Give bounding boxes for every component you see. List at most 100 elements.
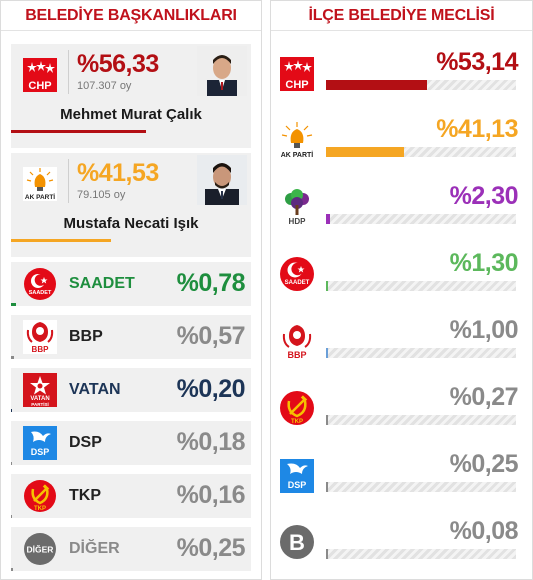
party-vote-bar <box>11 568 13 571</box>
dsp-logo-icon: DSP <box>280 459 314 493</box>
tkp-logo-icon: TKP <box>24 480 56 512</box>
council-row-akp[interactable]: AK PARTİ %41,13 <box>271 114 533 176</box>
mayor-row-saadet[interactable]: SAADET SAADET %0,78 <box>11 262 251 306</box>
svg-text:PARTİSİ: PARTİSİ <box>31 401 48 407</box>
council-vote-bar <box>326 482 328 492</box>
council-row-saadet[interactable]: SAADET %1,30 <box>271 248 533 310</box>
svg-text:TKP: TKP <box>34 506 46 512</box>
chp-logo-icon: CHP <box>23 58 57 92</box>
svg-text:TKP: TKP <box>291 419 303 425</box>
svg-text:DSP: DSP <box>31 447 50 457</box>
party-percentage: %0,57 <box>176 322 246 350</box>
party-name: TKP <box>69 487 101 504</box>
bbp-logo-icon: BBP <box>282 325 312 360</box>
party-percentage: %1,00 <box>449 316 519 344</box>
mayor-row-tkp[interactable]: TKP TKP %0,16 <box>11 474 251 518</box>
party-percentage: %41,13 <box>436 115 518 143</box>
mayor-percentage: %41,53 <box>77 159 159 187</box>
party-percentage: %0,20 <box>176 375 246 403</box>
divider <box>68 159 69 203</box>
svg-text:VATAN: VATAN <box>30 396 49 402</box>
svg-text:AK PARTİ: AK PARTİ <box>281 151 314 159</box>
council-row-hdp[interactable]: HDP %2,30 <box>271 181 533 243</box>
council-row-bbp[interactable]: BBP %1,00 <box>271 315 533 377</box>
party-name: DSP <box>69 434 102 451</box>
b-logo-icon: B <box>280 525 314 559</box>
svg-text:AK PARTİ: AK PARTİ <box>25 193 55 201</box>
party-name: SAADET <box>69 275 135 292</box>
council-vote-bar <box>326 80 427 90</box>
svg-text:B: B <box>289 530 305 555</box>
svg-text:DİĞER: DİĞER <box>27 544 54 555</box>
council-vote-track <box>326 80 516 90</box>
council-vote-track <box>326 214 516 224</box>
akp-logo-icon: AK PARTİ <box>281 122 314 159</box>
party-vote-bar <box>11 462 13 465</box>
mayor-row-vatan[interactable]: VATAN PARTİSİ VATAN %0,20 <box>11 368 251 412</box>
party-name: DİĞER <box>69 540 120 557</box>
council-panel-title: İLÇE BELEDİYE MECLİSİ <box>271 1 532 31</box>
svg-text:SAADET: SAADET <box>285 280 310 286</box>
party-percentage: %0,27 <box>449 383 519 411</box>
mayor-percentage: %56,33 <box>77 50 159 78</box>
party-percentage: %0,16 <box>176 481 246 509</box>
hdp-logo-icon: HDP <box>285 189 309 226</box>
council-row-dsp[interactable]: DSP %0,25 <box>271 449 533 511</box>
svg-text:HDP: HDP <box>289 217 307 226</box>
mayor-vote-count: 107.307 oy <box>77 80 132 92</box>
bbp-logo-icon: BBP <box>23 320 57 354</box>
saadet-logo-icon: SAADET <box>24 268 56 300</box>
council-vote-track <box>326 482 516 492</box>
council-row-b[interactable]: B %0,08 <box>271 516 533 578</box>
mayor-vote-bar <box>11 239 111 242</box>
party-name: VATAN <box>69 381 121 398</box>
mayor-results-panel: BELEDİYE BAŞKANLIKLARI CHP %56,33 107.30… <box>0 0 262 580</box>
dsp-logo-icon: DSP <box>23 426 57 460</box>
council-vote-track <box>326 348 516 358</box>
party-percentage: %53,14 <box>436 48 518 76</box>
council-row-tkp[interactable]: TKP %0,27 <box>271 382 533 444</box>
party-percentage: %0,25 <box>176 534 246 562</box>
candidate-name: Mustafa Necati Işık <box>63 215 199 232</box>
svg-text:CHP: CHP <box>285 79 308 91</box>
party-name: BBP <box>69 328 103 345</box>
mayor-row-dsp[interactable]: DSP DSP %0,18 <box>11 421 251 465</box>
council-vote-track <box>326 549 516 559</box>
candidate-name: Mehmet Murat Çalık <box>60 106 202 123</box>
party-percentage: %0,08 <box>449 517 519 545</box>
tkp-logo-icon: TKP <box>280 391 314 425</box>
saadet-logo-icon: SAADET <box>280 257 314 291</box>
akp-logo-icon: AK PARTİ <box>23 167 57 201</box>
svg-text:BBP: BBP <box>287 350 306 360</box>
vatan-logo-icon: VATAN PARTİSİ <box>23 373 57 407</box>
party-vote-bar <box>11 515 12 518</box>
party-vote-bar <box>11 356 15 359</box>
svg-text:CHP: CHP <box>28 80 51 92</box>
mayor-card-chp[interactable]: CHP %56,33 107.307 oy Mehmet Murat Çalık <box>11 44 251 148</box>
divider <box>68 50 69 94</box>
svg-text:BBP: BBP <box>32 345 50 354</box>
council-vote-bar <box>326 147 405 157</box>
svg-text:DSP: DSP <box>288 480 307 490</box>
council-row-chp[interactable]: CHP %53,14 <box>271 47 533 109</box>
council-vote-track <box>326 147 516 157</box>
council-vote-track <box>326 281 516 291</box>
mayor-vote-count: 79.105 oy <box>77 189 126 201</box>
mayor-row-diger[interactable]: DİĞER DİĞER %0,25 <box>11 527 251 571</box>
council-vote-bar <box>326 549 328 559</box>
svg-text:SAADET: SAADET <box>29 290 52 296</box>
party-percentage: %0,25 <box>449 450 519 478</box>
council-vote-bar <box>326 348 328 358</box>
candidate-photo <box>197 155 247 205</box>
party-vote-bar <box>11 303 16 306</box>
candidate-photo <box>197 46 247 96</box>
party-percentage: %0,18 <box>176 428 246 456</box>
council-results-panel: İLÇE BELEDİYE MECLİSİ CHP %53,14 AK PA <box>270 0 533 580</box>
mayor-panel-title: BELEDİYE BAŞKANLIKLARI <box>1 1 261 31</box>
mayor-row-bbp[interactable]: BBP BBP %0,57 <box>11 315 251 359</box>
council-vote-bar <box>326 415 328 425</box>
party-percentage: %1,30 <box>449 249 519 277</box>
council-vote-bar <box>326 281 329 291</box>
party-vote-bar <box>11 409 13 412</box>
mayor-card-akp[interactable]: AK PARTİ %41,53 79.105 oy Mustafa Necati… <box>11 153 251 257</box>
